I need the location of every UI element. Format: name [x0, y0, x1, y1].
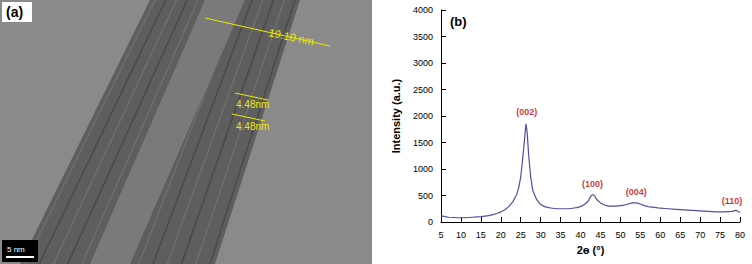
svg-text:4.48nm: 4.48nm — [236, 121, 269, 132]
svg-text:75: 75 — [715, 230, 725, 240]
svg-text:(002): (002) — [516, 107, 537, 117]
svg-text:4.48nm: 4.48nm — [236, 99, 269, 110]
svg-text:2500: 2500 — [413, 85, 433, 95]
svg-text:0: 0 — [428, 217, 433, 227]
svg-text:5 nm: 5 nm — [7, 245, 25, 254]
svg-text:(b): (b) — [450, 14, 467, 29]
svg-text:20: 20 — [496, 230, 506, 240]
svg-text:(004): (004) — [626, 187, 647, 197]
svg-text:(100): (100) — [582, 179, 603, 189]
svg-text:80: 80 — [735, 230, 745, 240]
svg-text:60: 60 — [655, 230, 665, 240]
svg-text:15: 15 — [476, 230, 486, 240]
svg-text:50: 50 — [615, 230, 625, 240]
svg-text:19.10 nm: 19.10 nm — [268, 26, 315, 47]
svg-text:4000: 4000 — [413, 5, 433, 15]
svg-text:55: 55 — [635, 230, 645, 240]
svg-text:5: 5 — [438, 230, 443, 240]
svg-text:70: 70 — [695, 230, 705, 240]
svg-text:65: 65 — [675, 230, 685, 240]
svg-text:30: 30 — [536, 230, 546, 240]
svg-text:500: 500 — [418, 191, 433, 201]
svg-text:45: 45 — [595, 230, 605, 240]
svg-text:25: 25 — [516, 230, 526, 240]
svg-text:(110): (110) — [722, 196, 743, 206]
svg-text:1500: 1500 — [413, 138, 433, 148]
svg-text:3000: 3000 — [413, 58, 433, 68]
svg-text:3500: 3500 — [413, 32, 433, 42]
svg-text:(a): (a) — [6, 4, 23, 20]
svg-text:40: 40 — [576, 230, 586, 240]
svg-text:10: 10 — [456, 230, 466, 240]
svg-text:1000: 1000 — [413, 164, 433, 174]
svg-text:2000: 2000 — [413, 111, 433, 121]
svg-text:35: 35 — [556, 230, 566, 240]
svg-text:Intensity (a.u.): Intensity (a.u.) — [390, 78, 402, 153]
svg-text:2ɵ (°): 2ɵ (°) — [577, 244, 605, 256]
